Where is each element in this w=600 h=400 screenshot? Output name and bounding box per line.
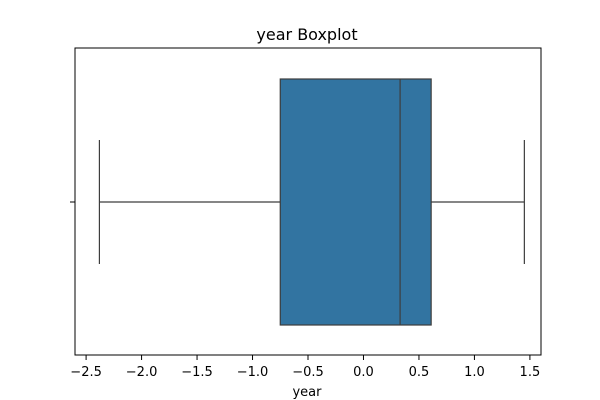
- x-tick-label: −1.0: [237, 365, 269, 380]
- interquartile-box: [279, 78, 432, 326]
- x-tick-label: 1.0: [464, 365, 485, 380]
- x-axis-ticks: −2.5 −2.0 −1.5 −1.0 −0.5 0.0 0.5 1.0 1.5: [70, 355, 540, 380]
- x-tick-label: −2.5: [70, 365, 102, 380]
- x-tick-label: 0.5: [409, 365, 430, 380]
- box-group: [98, 78, 525, 326]
- x-axis-label: year: [292, 385, 322, 400]
- x-tick-label: −1.5: [181, 365, 213, 380]
- x-tick-label: −2.0: [126, 365, 158, 380]
- x-tick-label: 1.5: [520, 365, 541, 380]
- x-tick-label: 0.0: [353, 365, 374, 380]
- x-tick-label: −0.5: [292, 365, 324, 380]
- plot-area: −2.5 −2.0 −1.5 −1.0 −0.5 0.0 0.5 1.0 1.5: [70, 47, 542, 380]
- chart-title: year Boxplot: [256, 25, 357, 44]
